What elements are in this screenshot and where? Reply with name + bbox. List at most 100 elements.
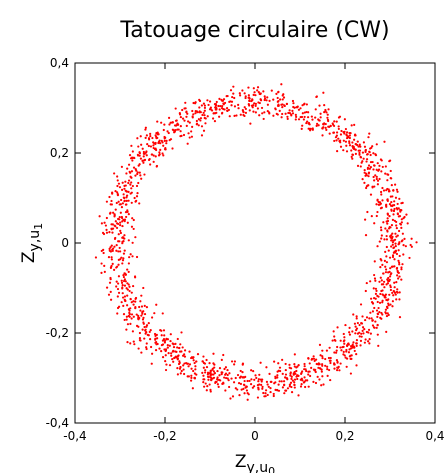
data-point bbox=[155, 148, 158, 152]
data-point bbox=[243, 92, 246, 95]
data-point bbox=[348, 144, 352, 147]
data-point bbox=[370, 317, 373, 320]
data-point bbox=[119, 211, 122, 214]
data-point bbox=[161, 356, 165, 359]
data-point bbox=[328, 132, 331, 135]
data-point bbox=[141, 328, 144, 331]
data-point bbox=[315, 358, 318, 361]
data-point bbox=[175, 356, 178, 359]
data-point bbox=[273, 382, 276, 385]
data-point bbox=[300, 372, 303, 375]
data-point bbox=[281, 386, 284, 389]
data-point bbox=[193, 361, 196, 365]
data-point bbox=[286, 115, 289, 118]
data-point bbox=[94, 256, 98, 259]
data-point bbox=[269, 390, 272, 394]
data-point bbox=[386, 213, 389, 216]
data-point bbox=[391, 254, 395, 257]
data-point bbox=[127, 190, 130, 194]
data-point bbox=[376, 210, 379, 214]
data-point bbox=[374, 287, 378, 290]
data-point bbox=[199, 117, 203, 120]
data-point bbox=[329, 356, 332, 360]
data-point bbox=[123, 196, 126, 200]
data-point bbox=[379, 316, 382, 319]
data-point bbox=[348, 326, 351, 329]
data-point bbox=[204, 382, 207, 385]
data-point bbox=[132, 166, 136, 169]
data-point bbox=[376, 333, 379, 336]
data-point bbox=[391, 235, 394, 238]
data-point bbox=[108, 249, 111, 252]
data-point bbox=[234, 387, 237, 390]
data-point bbox=[217, 385, 220, 388]
data-point bbox=[176, 373, 179, 376]
data-point bbox=[202, 129, 206, 132]
data-point bbox=[161, 152, 164, 155]
data-point bbox=[224, 372, 228, 375]
data-point bbox=[380, 229, 383, 232]
data-point bbox=[374, 154, 378, 157]
data-point bbox=[167, 352, 170, 355]
data-point bbox=[258, 114, 261, 117]
data-point bbox=[243, 384, 246, 387]
data-point bbox=[299, 385, 303, 388]
data-point bbox=[293, 365, 296, 368]
data-point bbox=[353, 123, 356, 126]
data-point bbox=[164, 349, 167, 353]
data-point bbox=[358, 151, 361, 155]
data-point bbox=[167, 116, 171, 119]
data-point bbox=[185, 115, 188, 118]
data-point bbox=[127, 163, 131, 166]
data-point bbox=[375, 214, 378, 218]
data-point bbox=[145, 324, 149, 327]
data-point bbox=[127, 213, 130, 216]
y-axis-label-subsub: 1 bbox=[32, 223, 45, 230]
data-point bbox=[391, 300, 394, 303]
data-point bbox=[248, 104, 251, 107]
data-point bbox=[123, 199, 126, 202]
data-point bbox=[192, 369, 195, 373]
data-point bbox=[129, 175, 132, 178]
data-point bbox=[261, 385, 264, 388]
data-point bbox=[120, 279, 123, 282]
data-point bbox=[396, 274, 399, 277]
data-point bbox=[301, 112, 304, 115]
data-point bbox=[111, 192, 114, 195]
data-point bbox=[183, 353, 186, 356]
data-point bbox=[345, 144, 348, 147]
data-point bbox=[369, 280, 372, 283]
data-point bbox=[126, 304, 129, 307]
data-point bbox=[373, 273, 376, 277]
data-point bbox=[145, 346, 148, 349]
data-point bbox=[382, 283, 385, 286]
data-point bbox=[386, 198, 389, 201]
data-point bbox=[254, 94, 257, 97]
data-point bbox=[237, 103, 240, 106]
data-point bbox=[363, 145, 367, 148]
data-point bbox=[374, 320, 377, 323]
data-point bbox=[400, 240, 403, 243]
data-point bbox=[339, 141, 342, 144]
data-point bbox=[356, 321, 359, 325]
data-point bbox=[124, 189, 127, 192]
data-point bbox=[379, 292, 382, 296]
data-point bbox=[165, 139, 168, 142]
data-point bbox=[164, 368, 168, 372]
data-point bbox=[358, 323, 361, 327]
data-point bbox=[176, 358, 179, 361]
data-point bbox=[394, 245, 397, 248]
data-point bbox=[339, 133, 343, 136]
data-point bbox=[130, 313, 134, 316]
data-point bbox=[262, 391, 265, 395]
data-point bbox=[289, 381, 293, 384]
data-point bbox=[177, 346, 181, 350]
data-point bbox=[315, 124, 318, 127]
data-point bbox=[370, 297, 373, 300]
data-point bbox=[120, 281, 124, 284]
data-point bbox=[288, 385, 291, 388]
data-point bbox=[372, 287, 375, 290]
data-point bbox=[256, 89, 259, 92]
data-point bbox=[124, 210, 128, 214]
data-point bbox=[134, 306, 137, 310]
